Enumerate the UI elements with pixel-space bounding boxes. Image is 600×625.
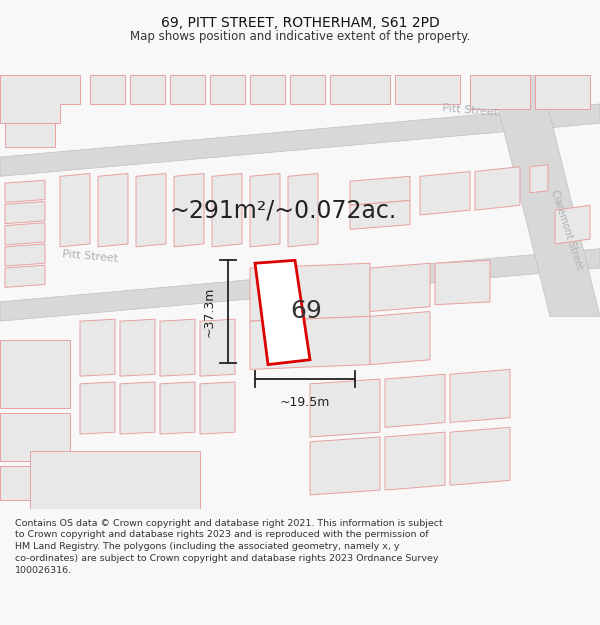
Polygon shape: [250, 263, 370, 321]
Polygon shape: [435, 261, 490, 305]
Text: Contains OS data © Crown copyright and database right 2021. This information is : Contains OS data © Crown copyright and d…: [15, 519, 443, 575]
Polygon shape: [0, 413, 70, 461]
Polygon shape: [30, 451, 200, 509]
Polygon shape: [90, 75, 125, 104]
Polygon shape: [370, 311, 430, 364]
Polygon shape: [490, 75, 600, 316]
Polygon shape: [0, 466, 65, 500]
Polygon shape: [120, 319, 155, 376]
Polygon shape: [0, 249, 600, 321]
Polygon shape: [5, 123, 55, 148]
Polygon shape: [255, 261, 310, 364]
Polygon shape: [120, 382, 155, 434]
Polygon shape: [385, 432, 445, 490]
Polygon shape: [210, 75, 245, 104]
Polygon shape: [310, 379, 380, 437]
Polygon shape: [310, 437, 380, 495]
Polygon shape: [0, 341, 70, 408]
Polygon shape: [288, 174, 318, 247]
Polygon shape: [5, 180, 45, 203]
Text: ~19.5m: ~19.5m: [280, 396, 330, 409]
Polygon shape: [174, 174, 204, 247]
Text: Map shows position and indicative extent of the property.: Map shows position and indicative extent…: [130, 30, 470, 43]
Polygon shape: [0, 104, 600, 176]
Polygon shape: [60, 174, 90, 247]
Text: Pitt Street: Pitt Street: [442, 103, 498, 118]
Text: 69: 69: [290, 299, 322, 324]
Polygon shape: [200, 319, 235, 376]
Polygon shape: [5, 265, 45, 288]
Polygon shape: [530, 165, 548, 192]
Polygon shape: [160, 382, 195, 434]
Polygon shape: [535, 75, 590, 109]
Text: Claremont Street: Claremont Street: [550, 188, 584, 271]
Polygon shape: [350, 201, 410, 229]
Polygon shape: [250, 316, 370, 369]
Polygon shape: [80, 319, 115, 376]
Polygon shape: [160, 319, 195, 376]
Polygon shape: [212, 174, 242, 247]
Polygon shape: [250, 75, 285, 104]
Polygon shape: [395, 75, 460, 104]
Polygon shape: [98, 174, 128, 247]
Text: 69, PITT STREET, ROTHERHAM, S61 2PD: 69, PITT STREET, ROTHERHAM, S61 2PD: [161, 16, 439, 29]
Polygon shape: [475, 167, 520, 210]
Polygon shape: [5, 222, 45, 245]
Polygon shape: [330, 75, 390, 104]
Polygon shape: [130, 75, 165, 104]
Polygon shape: [250, 174, 280, 247]
Polygon shape: [385, 374, 445, 428]
Polygon shape: [420, 171, 470, 215]
Polygon shape: [5, 201, 45, 224]
Polygon shape: [370, 263, 430, 311]
Polygon shape: [0, 75, 80, 123]
Text: ~291m²/~0.072ac.: ~291m²/~0.072ac.: [170, 198, 397, 222]
Polygon shape: [450, 428, 510, 485]
Polygon shape: [470, 75, 530, 109]
Polygon shape: [555, 205, 590, 244]
Polygon shape: [136, 174, 166, 247]
Text: Pitt Street: Pitt Street: [62, 249, 118, 264]
Polygon shape: [450, 369, 510, 423]
Polygon shape: [350, 176, 410, 205]
Polygon shape: [200, 382, 235, 434]
Polygon shape: [5, 244, 45, 266]
Polygon shape: [290, 75, 325, 104]
Polygon shape: [80, 382, 115, 434]
Text: ~37.3m: ~37.3m: [203, 286, 216, 337]
Polygon shape: [170, 75, 205, 104]
